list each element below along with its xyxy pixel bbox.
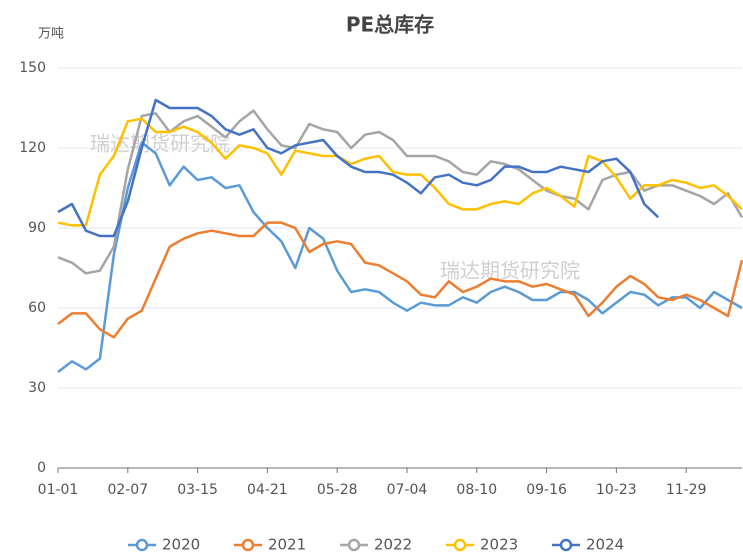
legend-label: 2020 <box>162 536 200 554</box>
series-line <box>57 221 743 339</box>
y-axis-label: 万吨 <box>38 27 64 42</box>
legend-marker <box>453 538 467 552</box>
legend-marker <box>559 538 573 552</box>
legend-marker <box>347 538 361 552</box>
x-tick-label: 08-10 <box>456 482 497 498</box>
x-tick-label: 01-01 <box>38 482 79 498</box>
legend-label: 2023 <box>480 536 518 554</box>
y-tick-label: 60 <box>28 300 46 316</box>
y-tick-label: 120 <box>19 140 46 156</box>
x-tick-label: 09-16 <box>526 482 567 498</box>
legend-label: 2022 <box>374 536 412 554</box>
legend-marker <box>241 538 255 552</box>
x-tick-label: 04-21 <box>247 482 288 498</box>
series-line <box>57 117 743 227</box>
x-tick-label: 11-29 <box>666 482 707 498</box>
y-tick-label: 150 <box>19 60 46 76</box>
legend-label: 2021 <box>268 536 306 554</box>
series-line <box>57 98 660 238</box>
x-tick-label: 02-07 <box>107 482 148 498</box>
y-tick-label: 90 <box>28 220 46 236</box>
x-tick-label: 10-23 <box>596 482 637 498</box>
watermark: 瑞达期货研究院 <box>90 132 230 156</box>
x-tick-label: 07-04 <box>387 482 428 498</box>
series-line <box>57 141 743 373</box>
y-tick-label: 0 <box>37 460 46 476</box>
x-tick-label: 05-28 <box>317 482 358 498</box>
legend-marker <box>135 538 149 552</box>
chart-title: PE总库存 <box>346 13 434 37</box>
y-tick-label: 30 <box>28 380 46 396</box>
legend-label: 2024 <box>586 536 624 554</box>
x-tick-label: 03-15 <box>177 482 218 498</box>
watermark: 瑞达期货研究院 <box>440 259 580 283</box>
